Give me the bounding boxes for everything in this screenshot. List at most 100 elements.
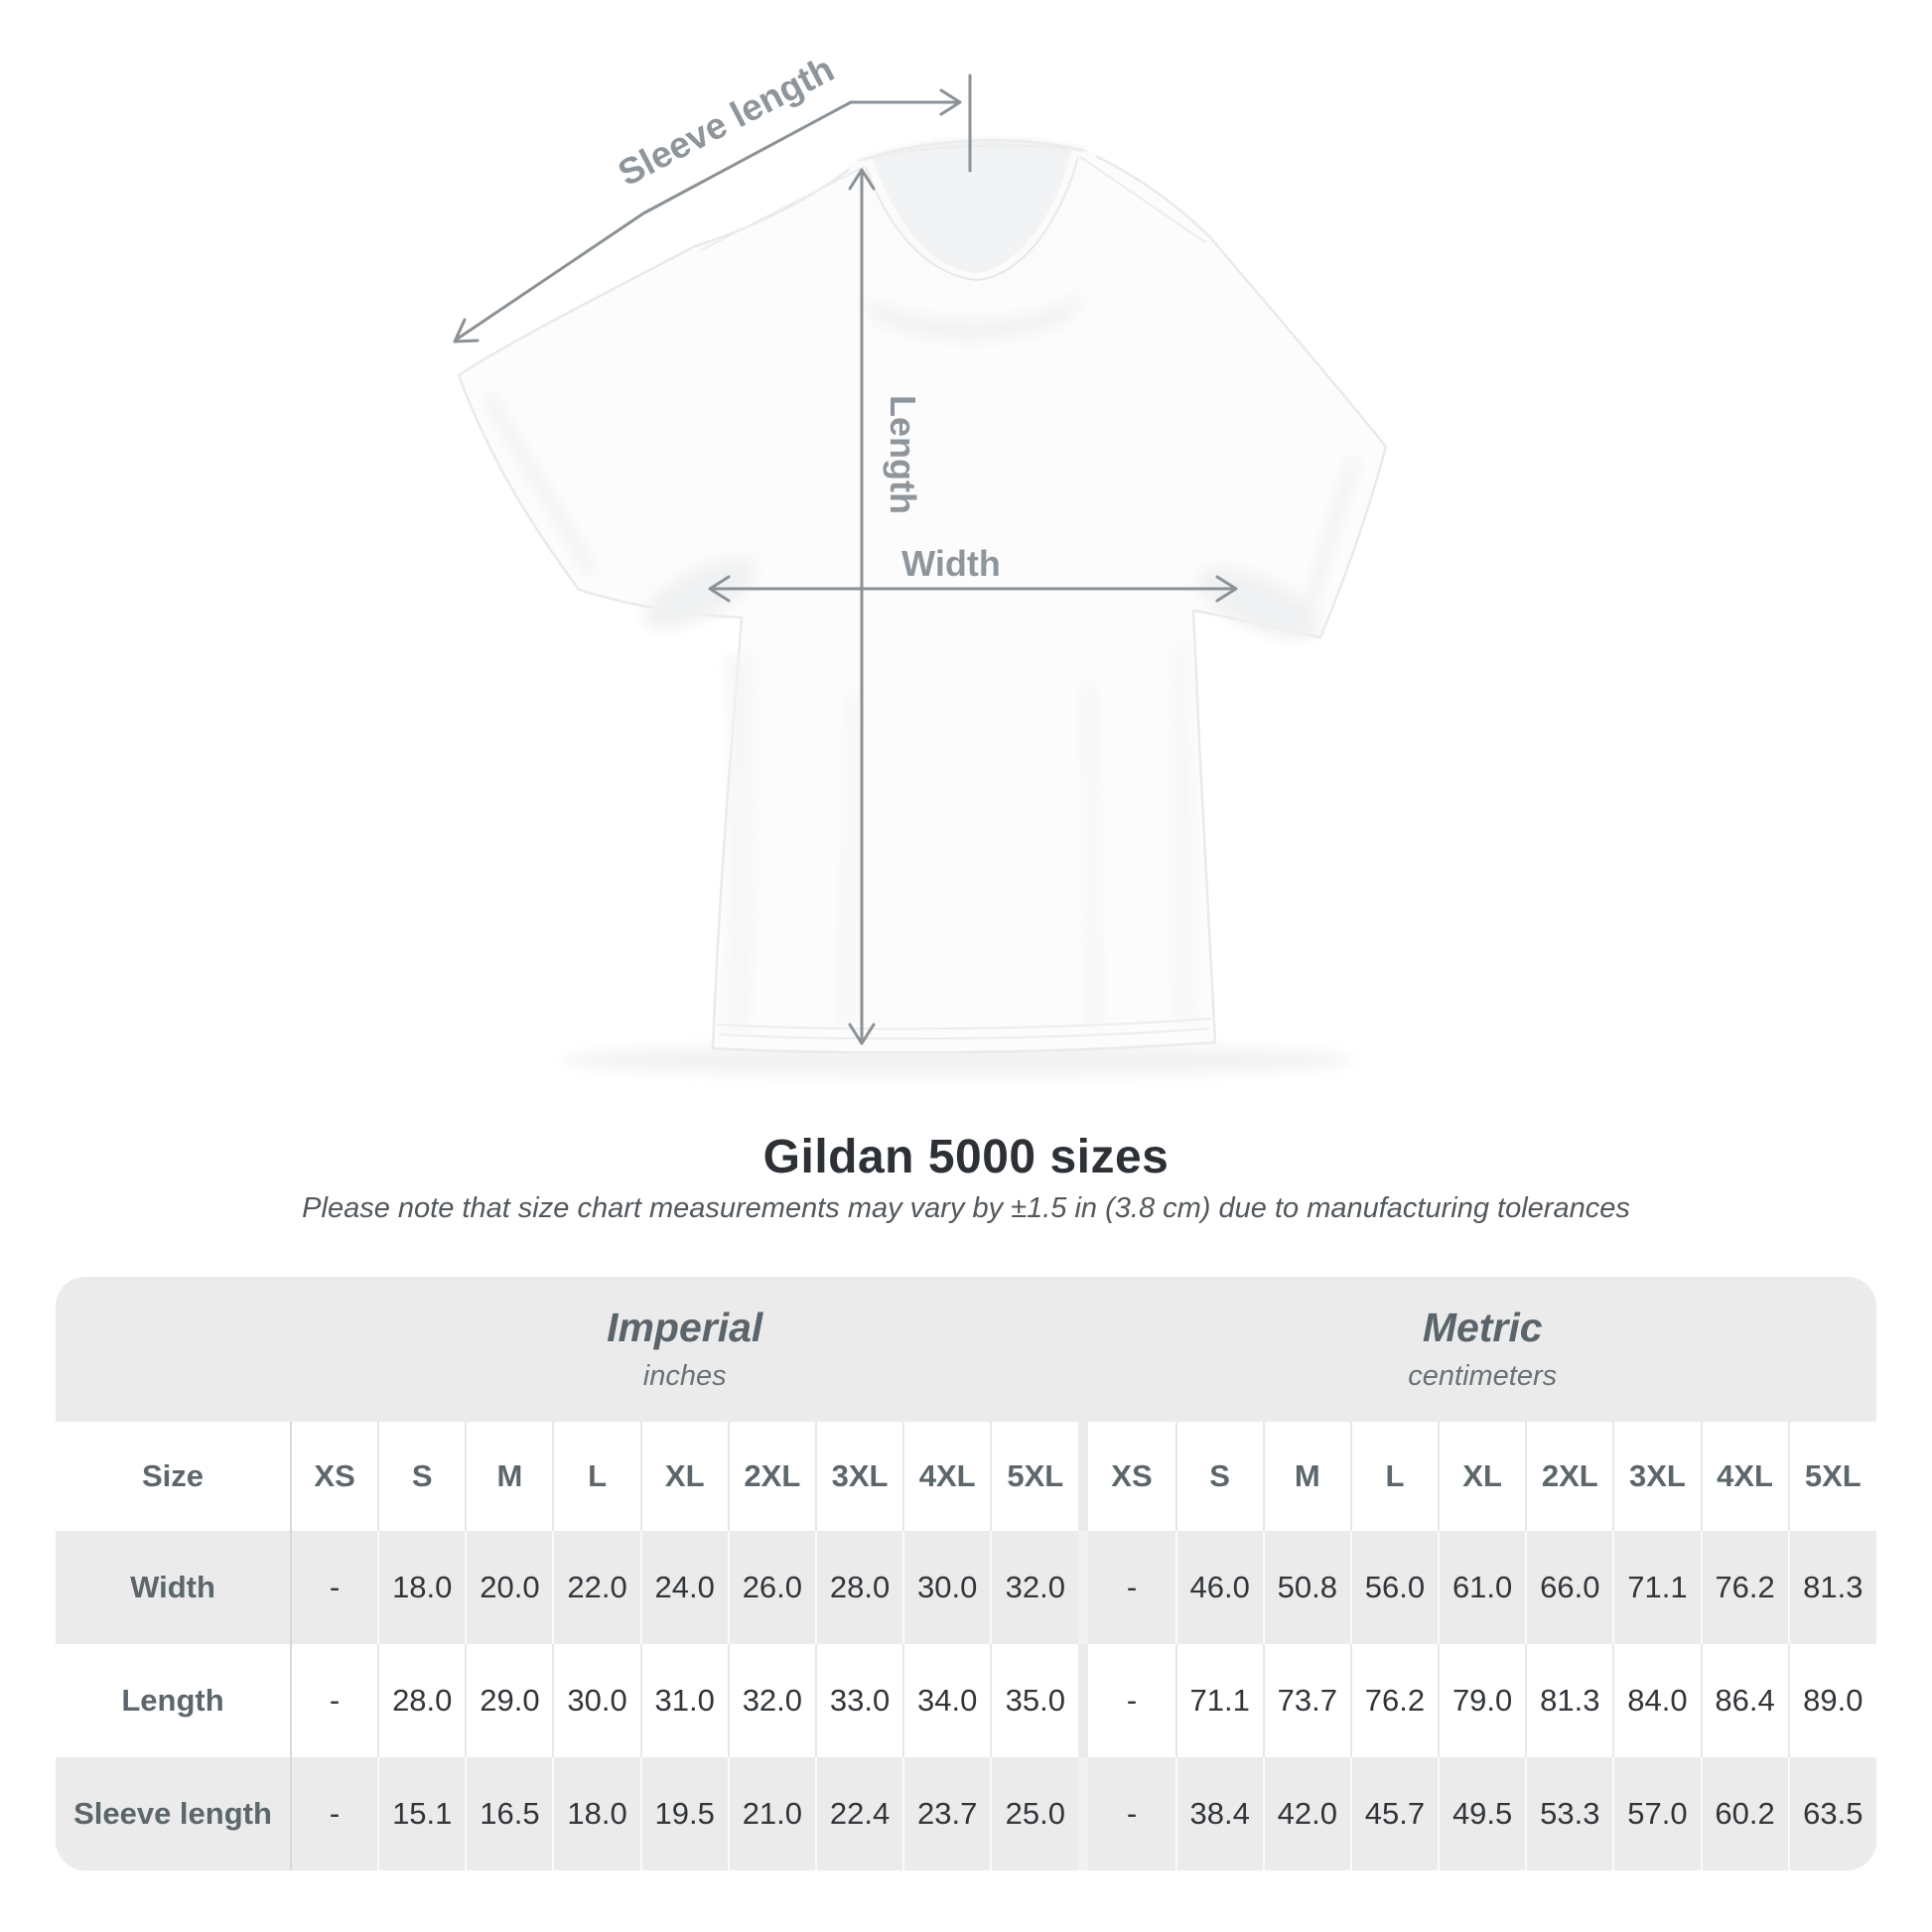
column-header: XL [1438,1422,1527,1531]
cell: 25.0 [990,1757,1079,1870]
cell: 45.7 [1349,1757,1440,1870]
cell: 21.0 [727,1757,816,1870]
cell: 61.0 [1438,1531,1527,1644]
cell: 81.3 [1525,1644,1614,1757]
cell: 31.0 [639,1644,729,1757]
cell: 46.0 [1174,1531,1264,1644]
cell: 24.0 [639,1531,729,1644]
cell: 42.0 [1262,1757,1351,1870]
column-header: S [1174,1422,1264,1531]
column-header: M [465,1422,554,1531]
cell: 86.4 [1700,1644,1789,1757]
metric-section-title: Metric [1422,1305,1543,1351]
tshirt-measurement-diagram: Sleeve length Length Width [453,49,1388,1076]
column-header: 5XL [1787,1422,1876,1531]
imperial-section-header: Imperial inches [291,1277,1078,1422]
column-header: L [552,1422,641,1531]
collar [847,139,1097,300]
cell: - [1088,1531,1176,1644]
sleeve-length-label: Sleeve length [612,49,841,195]
cell: 18.0 [552,1757,641,1870]
cell: 30.0 [902,1531,992,1644]
cell: 26.0 [727,1531,816,1644]
cell: - [291,1531,379,1644]
cell: 56.0 [1349,1531,1440,1644]
table-row-sleeve-length: Sleeve length - 15.1 16.5 18.0 19.5 21.0… [56,1757,1876,1870]
cell: 81.3 [1787,1531,1876,1644]
column-header: 3XL [814,1422,904,1531]
measurement-lines [453,73,1238,1045]
cell: 79.0 [1438,1644,1527,1757]
cell: 19.5 [639,1757,729,1870]
cell: 22.0 [552,1531,641,1644]
size-table: Imperial inches Metric centimeters Size … [56,1277,1876,1870]
cell: 28.0 [377,1644,467,1757]
cell: 49.5 [1438,1757,1527,1870]
row-label: Sleeve length [56,1757,292,1870]
length-arrow [848,168,876,1045]
size-table-card: Imperial inches Metric centimeters Size … [56,1277,1876,1870]
tshirt-graphic [457,139,1388,1054]
column-header: XS [1088,1422,1176,1531]
section-divider [1078,1757,1089,1870]
column-header: L [1349,1422,1440,1531]
cell: 53.3 [1525,1757,1614,1870]
column-header: 3XL [1612,1422,1702,1531]
cell: 29.0 [465,1644,554,1757]
column-header-row: Size XS S M L XL 2XL 3XL 4XL 5XL XS S M … [56,1422,1876,1531]
cell: 15.1 [377,1757,467,1870]
width-arrow [708,575,1238,603]
table-row-width: Width - 18.0 20.0 22.0 24.0 26.0 28.0 30… [56,1531,1876,1644]
cell: 57.0 [1612,1757,1702,1870]
cell: 73.7 [1262,1644,1351,1757]
cell: 23.7 [902,1757,992,1870]
metric-section-unit: centimeters [1408,1359,1558,1392]
cell: 89.0 [1787,1644,1876,1757]
cell: - [1088,1757,1176,1870]
cell: 50.8 [1262,1531,1351,1644]
column-header: XS [291,1422,379,1531]
cell: 35.0 [990,1644,1079,1757]
cell: 32.0 [990,1531,1079,1644]
row-label: Width [56,1531,292,1644]
table-row-length: Length - 28.0 29.0 30.0 31.0 32.0 33.0 3… [56,1644,1876,1757]
section-divider [1078,1277,1088,1422]
column-header: 5XL [990,1422,1079,1531]
cell: 34.0 [902,1644,992,1757]
section-header-row: Imperial inches Metric centimeters [56,1277,1876,1422]
cell: 84.0 [1612,1644,1702,1757]
cell: 22.4 [814,1757,904,1870]
imperial-section-title: Imperial [607,1305,763,1351]
cell: 71.1 [1174,1644,1264,1757]
cell: 32.0 [727,1644,816,1757]
seams [700,156,1212,1040]
cell: 38.4 [1174,1757,1264,1870]
column-header: 2XL [1525,1422,1614,1531]
width-label: Width [901,543,1001,584]
tolerance-note: Please note that size chart measurements… [302,1192,1630,1224]
column-header: 2XL [727,1422,816,1531]
page-title: Gildan 5000 sizes [762,1131,1170,1183]
column-header: S [377,1422,467,1531]
row-label: Length [56,1644,292,1757]
column-header: 4XL [902,1422,992,1531]
cell: 16.5 [465,1757,554,1870]
column-header: M [1262,1422,1351,1531]
cell: - [291,1644,379,1757]
section-header-spacer [56,1277,291,1422]
imperial-section-unit: inches [642,1359,727,1392]
cell: 76.2 [1700,1531,1789,1644]
cell: 71.1 [1612,1531,1702,1644]
cell: 66.0 [1525,1531,1614,1644]
metric-section-header: Metric centimeters [1088,1277,1876,1422]
column-header: 4XL [1700,1422,1789,1531]
cell: - [291,1757,379,1870]
cell: 18.0 [377,1531,467,1644]
size-column-header: Size [56,1422,292,1531]
tshirt-body [457,139,1388,1054]
cell: 60.2 [1700,1757,1789,1870]
cell: 28.0 [814,1531,904,1644]
cell: - [1088,1644,1176,1757]
length-label: Length [883,395,923,514]
section-divider [1078,1644,1089,1757]
